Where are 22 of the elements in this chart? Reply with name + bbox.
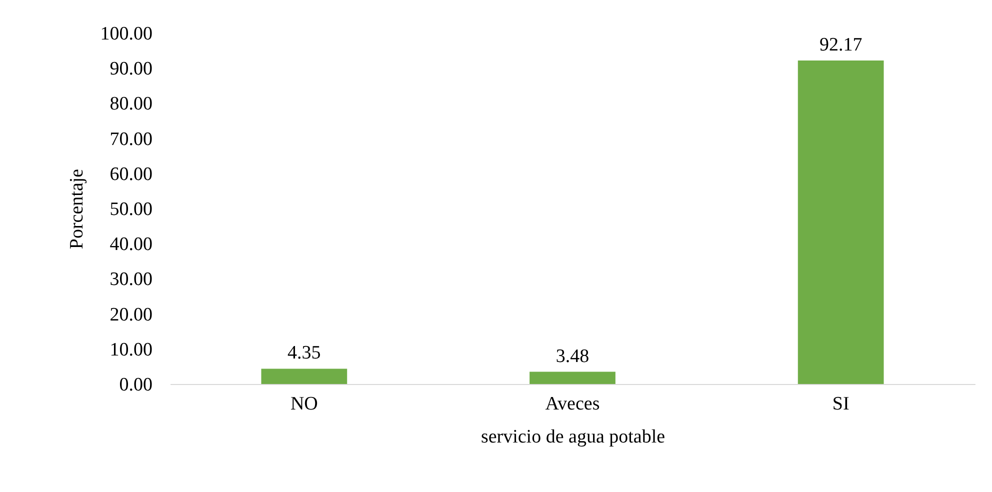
y-tick-label: 0.00 — [119, 374, 152, 396]
x-tick-label: Aveces — [545, 394, 600, 414]
y-tick-label: 80.00 — [110, 94, 152, 115]
y-tick-label: 40.00 — [110, 234, 152, 256]
bar — [261, 368, 348, 384]
y-tick-label: 100.00 — [100, 24, 152, 44]
data-label: 3.48 — [556, 346, 590, 367]
bar — [798, 60, 884, 384]
y-tick-label: 70.00 — [110, 128, 152, 150]
x-tick-label: SI — [832, 394, 850, 414]
x-tick-label: NO — [290, 394, 318, 414]
y-tick-label: 60.00 — [110, 164, 152, 185]
bar — [530, 372, 616, 384]
data-label: 4.35 — [288, 342, 321, 364]
y-axis-title: Porcentaje — [66, 168, 88, 250]
y-tick-label: 90.00 — [110, 58, 152, 80]
x-axis-title: servicio de agua potable — [480, 426, 666, 448]
y-tick-label: 20.00 — [110, 304, 152, 326]
y-tick-label: 50.00 — [110, 199, 152, 220]
data-label: 92.17 — [819, 34, 862, 56]
y-tick-label: 10.00 — [110, 339, 152, 360]
y-tick-label: 30.00 — [110, 269, 152, 290]
